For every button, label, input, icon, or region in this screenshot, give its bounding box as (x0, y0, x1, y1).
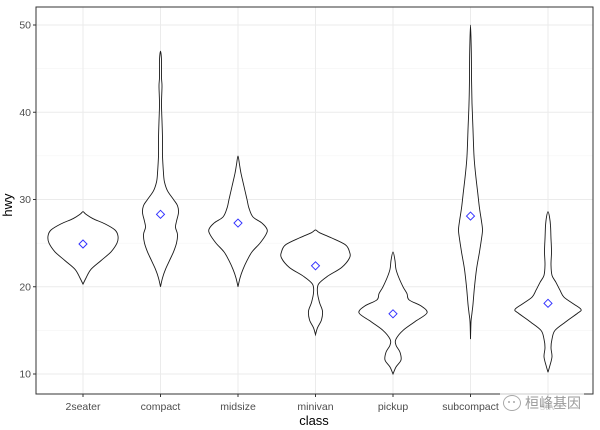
mean-diamond-subcompact (465, 211, 476, 221)
panel-border (35, 6, 594, 395)
violin-subcompact (458, 24, 483, 340)
y-tick-label: 20 (19, 281, 31, 293)
mean-diamond-suv (543, 298, 553, 309)
x-tick-label: pickup (378, 401, 409, 413)
y-tick-label: 50 (19, 20, 31, 32)
violin-minivan (280, 229, 351, 337)
wechat-icon (503, 395, 521, 411)
watermark-text: 桓峰基因 (525, 396, 581, 412)
x-axis-title: class (299, 413, 329, 428)
watermark: 桓峰基因 (500, 393, 584, 413)
x-tick-label: minivan (297, 401, 333, 413)
mean-diamond-minivan (310, 261, 321, 271)
x-tick-label: compact (141, 401, 181, 413)
grid-lines (36, 7, 593, 394)
x-tick-label: subcompact (442, 401, 499, 413)
x-axis: 2seater compact midsize minivan pickup subcom… (65, 394, 557, 413)
y-tick-label: 30 (19, 194, 31, 206)
mean-diamond-midsize (233, 218, 243, 228)
violins (47, 24, 582, 376)
mean-markers (78, 209, 553, 319)
violin-midsize (208, 155, 268, 287)
y-tick-label: 40 (19, 107, 31, 119)
x-tick-label: midsize (220, 401, 256, 413)
y-tick-label: 10 (19, 369, 31, 381)
mean-diamond-2seater (78, 239, 88, 249)
violin-compact (142, 50, 179, 287)
violin-suv (514, 211, 582, 373)
y-axis-title: hwy (0, 193, 15, 217)
violin-pickup (358, 251, 428, 376)
x-tick-label: 2seater (65, 401, 101, 413)
mean-diamond-pickup (388, 309, 398, 319)
y-axis: 10 20 30 40 50 (19, 20, 36, 381)
mean-diamond-compact (155, 209, 166, 220)
